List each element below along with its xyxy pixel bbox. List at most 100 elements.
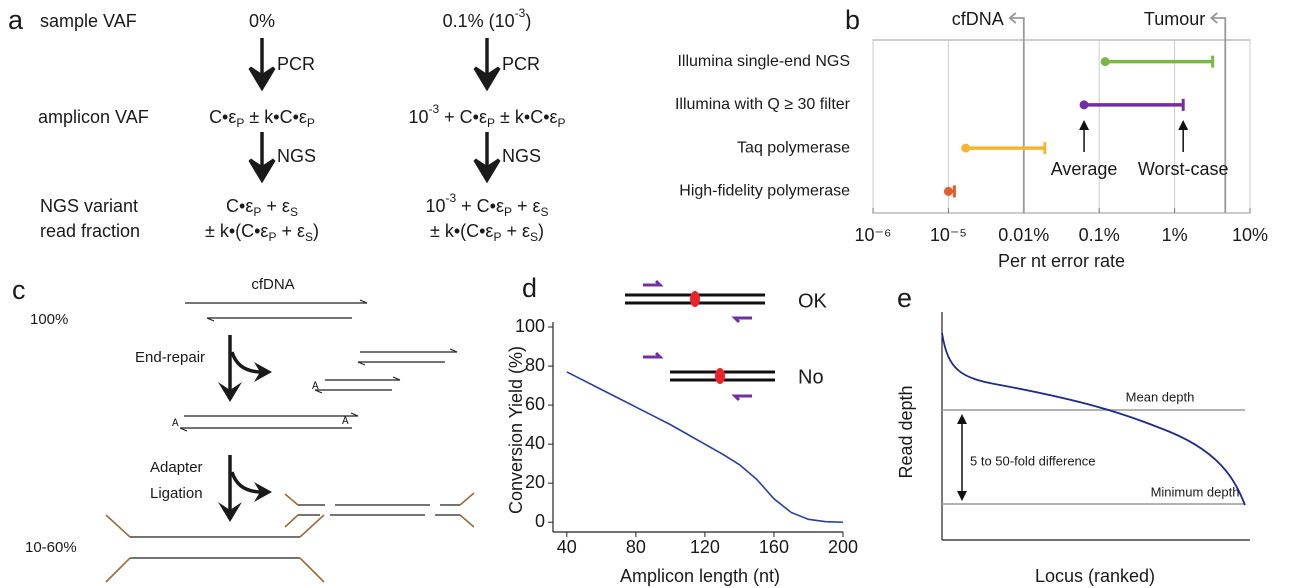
formula-part: + ε <box>276 221 305 241</box>
category-label: Illumina with Q ≥ 30 filter <box>675 96 851 113</box>
molecule-label: cfDNA <box>251 276 294 293</box>
line-label: Minimum depth <box>1151 484 1240 499</box>
yield-label: 10-60% <box>25 539 77 556</box>
formula-part: 0% <box>249 11 275 31</box>
primer-diagrams <box>625 279 775 402</box>
threshold-arrowhead <box>1008 12 1017 24</box>
category-label: Illumina single-end NGS <box>677 53 850 70</box>
formula-part: + ε <box>261 196 290 216</box>
panel-a: a sample VAF amplicon VAF NGS variant re… <box>8 5 541 241</box>
formula-part: P <box>504 205 512 219</box>
formula-part: ± k•(C•ε <box>205 221 269 241</box>
arrows <box>248 38 501 184</box>
y-axis-label: Conversion Yield (%) <box>506 346 526 514</box>
x-tick-label: 80 <box>626 537 646 557</box>
formula-part: P <box>253 205 261 219</box>
inset-label: OK <box>798 290 828 312</box>
formula-part: + ε <box>501 221 530 241</box>
formula-part: ± k•C•ε <box>495 107 558 127</box>
row-label: read fraction <box>40 221 140 241</box>
y-tick-label: 100 <box>515 316 545 336</box>
formula: 0.1% (10-3) <box>443 6 532 31</box>
interval-start <box>1100 57 1110 67</box>
x-tick-label: 10⁻⁶ <box>855 225 892 245</box>
x-tick-label: 0.01% <box>998 225 1049 245</box>
step-label: PCR <box>502 54 540 74</box>
panel-c <box>105 299 475 583</box>
category-label: Taq polymerase <box>737 139 850 156</box>
category-label: High-fidelity polymerase <box>679 183 850 200</box>
panel-label: a <box>8 5 24 35</box>
annotation-arrowhead <box>1079 120 1090 130</box>
inset-label: No <box>798 366 824 388</box>
x-tick-label: 10% <box>1232 225 1268 245</box>
y-tick-label: 40 <box>525 433 545 453</box>
formula: C•εP ± k•C•εP <box>209 107 315 130</box>
data-line <box>566 371 844 524</box>
x-axis-label: Per nt error rate <box>998 251 1125 271</box>
formula-part: C•ε <box>209 107 236 127</box>
x-axis-label: Locus (ranked) <box>1035 566 1155 586</box>
interval-start <box>1079 100 1089 110</box>
formula: 10-3 + C•εP + εS <box>425 191 548 219</box>
x-tick-label: 40 <box>557 537 577 557</box>
formula-part: P <box>493 230 501 244</box>
annotation-arrowhead <box>1178 120 1189 130</box>
x-axis-label: Amplicon length (nt) <box>620 566 780 586</box>
formula: 0% <box>249 11 275 31</box>
step-label: Adapter <box>150 459 203 476</box>
threshold-arrowhead <box>1209 12 1218 24</box>
formula-part: S <box>541 205 549 219</box>
panel-label: c <box>12 275 26 305</box>
step-label: End-repair <box>135 349 205 366</box>
x-tick-label: 200 <box>828 537 858 557</box>
formula: C•εP + εS <box>226 196 298 219</box>
line-label: Mean depth <box>1126 389 1195 404</box>
row-label: NGS variant <box>40 196 138 216</box>
threshold-label: Tumour <box>1144 9 1205 29</box>
interval-start <box>943 186 953 196</box>
formula: ± k•(C•εP + εS) <box>430 221 544 244</box>
formula-part: 0.1% (10 <box>443 11 515 31</box>
formula-part: + C•ε <box>456 196 504 216</box>
range-label: 5 to 50-fold difference <box>970 453 1096 468</box>
panel-label: b <box>845 5 860 35</box>
y-tick-label: 20 <box>525 472 545 492</box>
formula-part: S <box>530 230 538 244</box>
threshold-label: cfDNA <box>952 9 1004 29</box>
step-label: NGS <box>277 146 316 166</box>
annotation-label: Worst-case <box>1138 159 1229 179</box>
tail-label: A <box>342 416 349 428</box>
panel-e <box>941 312 1250 541</box>
formula-part: -3 <box>515 6 526 20</box>
tail-label: A <box>172 418 179 430</box>
formula-part: ) <box>525 11 531 31</box>
threshold-line <box>1009 17 1025 213</box>
formula-part: -3 <box>428 102 439 116</box>
y-tick-label: 60 <box>525 394 545 414</box>
formula-part: -3 <box>445 191 456 205</box>
step-label: Ligation <box>150 485 203 502</box>
step-label: NGS <box>502 146 541 166</box>
row-label: sample VAF <box>40 11 137 31</box>
tail-label: A <box>312 381 319 393</box>
formula-part: + ε <box>512 196 541 216</box>
x-tick-label: 10⁻⁵ <box>930 225 967 245</box>
interval-start <box>961 143 971 153</box>
formula-part: P <box>268 230 276 244</box>
formula-part: P <box>236 116 244 130</box>
threshold-line <box>1211 17 1227 213</box>
y-tick-label: 0 <box>535 511 545 531</box>
annotation-label: Average <box>1051 159 1118 179</box>
formula: 10-3 + C•εP ± k•C•εP <box>408 102 565 130</box>
x-tick-label: 0.1% <box>1079 225 1120 245</box>
formula-part: ) <box>538 221 544 241</box>
y-axis-label: Read depth <box>896 385 916 478</box>
plot-frame <box>872 39 1251 214</box>
panel-label: e <box>897 283 912 313</box>
step-label: PCR <box>277 54 315 74</box>
formula-part: S <box>305 230 313 244</box>
formula-part: 10 <box>425 196 445 216</box>
formula: ± k•(C•εP + εS) <box>205 221 319 244</box>
